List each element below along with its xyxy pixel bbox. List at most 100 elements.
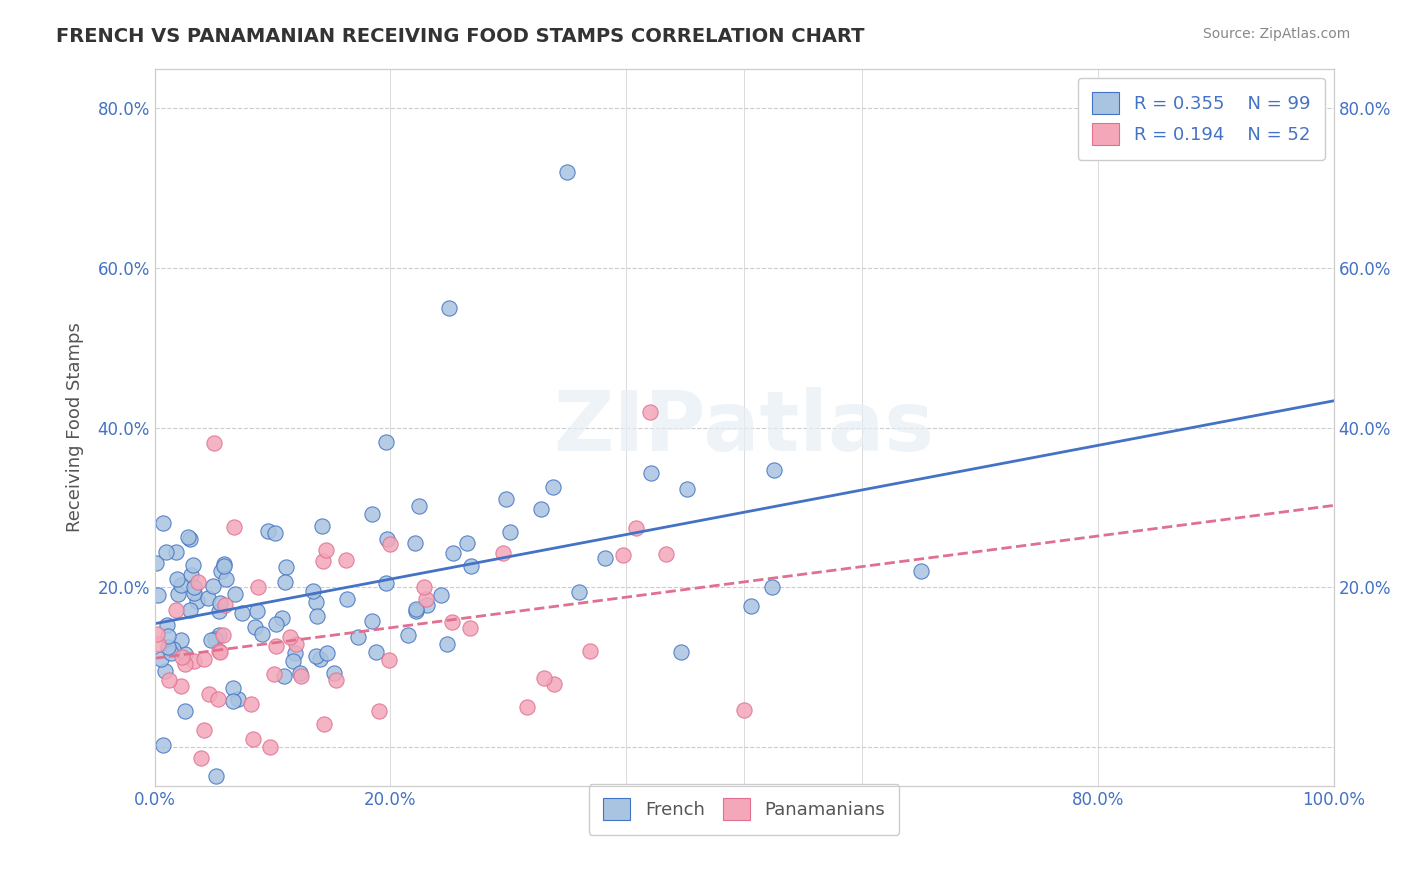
Panamanians xyxy=(492,546,515,560)
French xyxy=(305,595,328,609)
French xyxy=(443,546,465,560)
French xyxy=(283,646,305,660)
French xyxy=(290,665,312,680)
French xyxy=(212,557,235,571)
French xyxy=(374,435,396,450)
French xyxy=(176,531,198,545)
French xyxy=(157,640,180,654)
French xyxy=(311,519,333,533)
Panamanians xyxy=(193,723,215,738)
Panamanians xyxy=(378,537,401,551)
French xyxy=(740,599,762,614)
French xyxy=(529,502,551,516)
French xyxy=(226,691,249,706)
French xyxy=(361,614,384,628)
French xyxy=(316,647,339,661)
Panamanians xyxy=(266,639,288,653)
French xyxy=(676,482,699,496)
French xyxy=(264,617,287,632)
French xyxy=(405,603,427,617)
Panamanians xyxy=(165,603,187,617)
French xyxy=(160,646,183,660)
Panamanians xyxy=(187,574,209,589)
French xyxy=(155,618,177,632)
Panamanians xyxy=(146,626,169,640)
French xyxy=(256,524,278,538)
French xyxy=(439,301,461,315)
Panamanians xyxy=(183,654,205,668)
French xyxy=(281,654,304,668)
French xyxy=(364,645,387,659)
Panamanians xyxy=(208,645,231,659)
French xyxy=(149,652,172,666)
French xyxy=(186,594,208,608)
French xyxy=(910,565,932,579)
French xyxy=(204,769,226,783)
French xyxy=(231,606,253,620)
French xyxy=(302,583,325,598)
Text: FRENCH VS PANAMANIAN RECEIVING FOOD STAMPS CORRELATION CHART: FRENCH VS PANAMANIAN RECEIVING FOOD STAM… xyxy=(56,27,865,45)
Panamanians xyxy=(654,547,676,561)
Panamanians xyxy=(312,554,335,568)
French xyxy=(221,681,243,695)
French xyxy=(405,601,427,615)
French xyxy=(541,480,564,494)
Panamanians xyxy=(533,671,555,685)
Panamanians xyxy=(174,657,197,671)
French xyxy=(460,559,482,574)
Panamanians xyxy=(543,677,565,691)
French xyxy=(246,604,269,618)
Panamanians xyxy=(208,644,231,658)
Panamanians xyxy=(325,673,347,687)
Panamanians xyxy=(172,650,194,665)
Panamanians xyxy=(624,521,647,535)
Panamanians xyxy=(440,615,463,629)
Panamanians xyxy=(638,404,661,418)
French xyxy=(162,642,184,657)
Panamanians xyxy=(458,621,481,635)
French xyxy=(166,572,188,586)
French xyxy=(173,704,195,718)
French xyxy=(264,526,287,541)
French xyxy=(209,596,232,610)
Panamanians xyxy=(242,731,264,746)
Panamanians xyxy=(190,751,212,765)
French xyxy=(499,524,522,539)
French xyxy=(669,645,692,659)
French xyxy=(495,492,517,507)
French xyxy=(408,500,430,514)
French xyxy=(145,557,167,571)
Panamanians xyxy=(413,580,436,594)
Panamanians xyxy=(222,520,245,534)
Panamanians xyxy=(239,697,262,711)
French xyxy=(274,575,297,590)
French xyxy=(201,579,224,593)
French xyxy=(208,604,231,618)
French xyxy=(153,665,176,679)
Panamanians xyxy=(733,703,755,717)
French xyxy=(179,532,201,546)
French xyxy=(360,507,382,521)
French xyxy=(243,620,266,634)
Panamanians xyxy=(246,580,269,594)
French xyxy=(212,558,235,573)
French xyxy=(209,564,232,578)
French xyxy=(179,603,201,617)
French xyxy=(200,632,222,647)
French xyxy=(276,560,298,574)
French xyxy=(309,652,332,666)
Panamanians xyxy=(579,644,602,658)
French xyxy=(305,648,328,663)
French xyxy=(208,628,231,642)
French xyxy=(224,587,246,601)
French xyxy=(165,545,187,559)
French xyxy=(148,588,170,602)
French xyxy=(271,611,294,625)
Panamanians xyxy=(263,666,285,681)
Panamanians xyxy=(197,687,219,701)
French xyxy=(157,629,180,643)
French xyxy=(323,666,346,681)
Panamanians xyxy=(312,717,335,731)
French xyxy=(152,516,174,530)
French xyxy=(763,463,786,477)
